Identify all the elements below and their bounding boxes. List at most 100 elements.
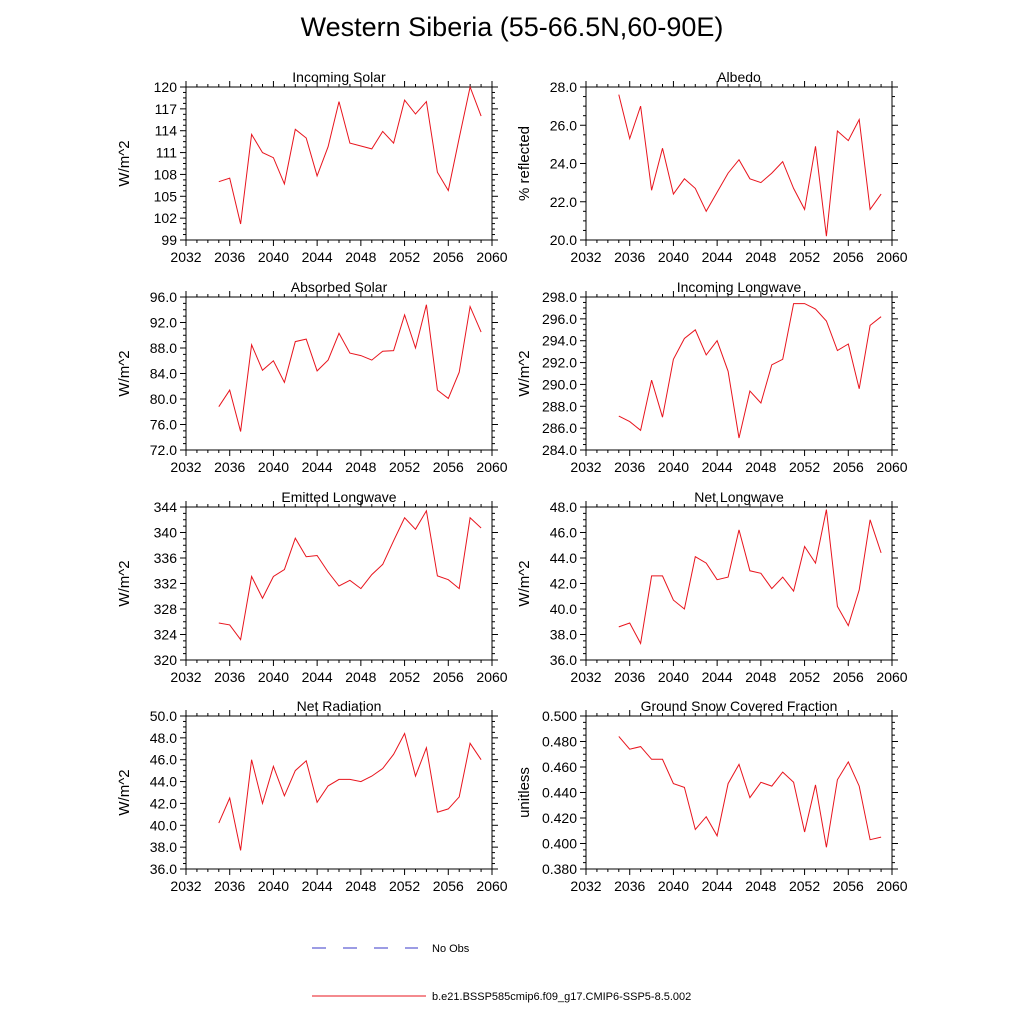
x-tick-label: 2036 [614,459,645,475]
y-tick-label: 38.0 [550,627,577,643]
x-tick-label: 2060 [476,459,507,475]
x-tick-label: 2056 [433,669,464,685]
chart-panel-0: Incoming Solar W/m^2 2032 2036 2040 2044 2048 2… [116,69,508,265]
series-line [618,303,882,439]
x-tick-label: 2060 [876,878,907,894]
y-tick-label: 294.0 [542,333,577,349]
x-tick-label: 2056 [833,249,864,265]
y-tick-label: 324 [154,627,178,643]
series-line [618,736,882,848]
y-tick-label: 288.0 [542,398,577,414]
x-tick-label: 2056 [833,878,864,894]
series-line [218,509,482,641]
chart-panel-4: Emitted Longwave W/m^2 2032 2036 2040 2044 204… [116,489,508,685]
plot-frame [185,296,493,451]
x-tick-label: 2052 [389,459,420,475]
y-tick-label: 0.380 [542,861,577,877]
x-tick-label: 2056 [433,878,464,894]
y-tick-label: 0.460 [542,759,577,775]
x-tick-label: 2052 [789,249,820,265]
x-tick-label: 2032 [170,459,201,475]
y-tick-label: 0.480 [542,734,577,750]
chart-panel-1: Albedo % reflected 2032 2036 2040 2044 2048 205… [516,69,908,265]
y-tick-label: 48.0 [550,499,577,515]
y-tick-label: 0.420 [542,810,577,826]
x-tick-label: 2056 [833,459,864,475]
y-tick-label: 292.0 [542,355,577,371]
y-tick-label: 99 [161,232,177,248]
x-tick-label: 2060 [876,669,907,685]
y-tick-label: 96.0 [150,289,177,305]
series-line [218,85,482,225]
panel-title: Net Radiation [297,698,382,714]
y-tick-label: 298.0 [542,289,577,305]
x-tick-label: 2036 [614,878,645,894]
legend-label-model: b.e21.BSSP585cmip6.f09_g17.CMIP6-SSP5-8.… [432,991,691,1003]
y-axis-label: W/m^2 [516,350,533,396]
chart-panel-5: Net Longwave W/m^2 2032 2036 2040 2044 2048 205… [516,489,908,685]
x-tick-label: 2048 [345,878,376,894]
y-tick-label: 120 [154,79,178,95]
plot-frame [185,715,493,870]
y-tick-label: 332 [154,576,178,592]
y-axis-label: W/m^2 [116,140,133,186]
x-tick-label: 2048 [345,669,376,685]
y-tick-label: 290.0 [542,376,577,392]
y-tick-label: 22.0 [550,194,577,210]
panel-title: Incoming Solar [292,69,386,85]
y-tick-label: 0.400 [542,836,577,852]
x-tick-label: 2032 [170,878,201,894]
y-axis-label: unitless [516,767,533,818]
x-tick-label: 2052 [789,878,820,894]
x-tick-label: 2036 [214,249,245,265]
plot-frame [585,86,893,241]
panel-title: Net Longwave [694,489,784,505]
x-tick-label: 2032 [570,669,601,685]
y-tick-label: 42.0 [550,576,577,592]
y-axis-label: W/m^2 [516,560,533,606]
y-tick-label: 24.0 [550,156,577,172]
y-tick-label: 108 [154,166,178,182]
x-tick-label: 2040 [258,249,289,265]
plot-frame [585,296,893,451]
figure-title: Western Siberia (55-66.5N,60-90E) [300,12,724,42]
x-tick-label: 2044 [702,878,733,894]
chart-panel-3: Incoming Longwave W/m^2 2032 2036 2040 2044 20… [516,279,908,475]
x-tick-label: 2036 [214,459,245,475]
x-tick-label: 2048 [745,669,776,685]
x-tick-label: 2056 [833,669,864,685]
y-tick-label: 76.0 [150,417,177,433]
x-tick-label: 2052 [789,459,820,475]
y-tick-label: 36.0 [150,861,177,877]
y-axis-label: W/m^2 [116,560,133,606]
x-tick-label: 2044 [302,669,333,685]
plot-frame [185,506,493,661]
y-tick-label: 28.0 [550,79,577,95]
x-tick-label: 2052 [389,878,420,894]
y-tick-label: 328 [154,601,178,617]
x-tick-label: 2048 [745,878,776,894]
y-tick-label: 336 [154,550,178,566]
x-tick-label: 2044 [302,459,333,475]
y-tick-label: 296.0 [542,311,577,327]
y-tick-label: 40.0 [150,817,177,833]
y-tick-label: 114 [155,123,178,139]
y-tick-label: 72.0 [150,442,177,458]
y-tick-label: 26.0 [550,117,577,133]
y-tick-label: 84.0 [150,366,177,382]
x-tick-label: 2060 [476,878,507,894]
x-tick-label: 2032 [570,459,601,475]
y-tick-label: 20.0 [550,232,577,248]
y-tick-label: 44.0 [550,550,577,566]
y-tick-label: 46.0 [550,525,577,541]
plot-frame [185,86,493,241]
legend-label-no-obs: No Obs [432,943,470,955]
x-tick-label: 2032 [170,249,201,265]
x-tick-label: 2040 [258,669,289,685]
x-tick-label: 2052 [789,669,820,685]
y-axis-label: % reflected [516,126,533,201]
x-tick-label: 2040 [258,878,289,894]
x-tick-label: 2040 [658,878,689,894]
x-tick-label: 2048 [345,249,376,265]
